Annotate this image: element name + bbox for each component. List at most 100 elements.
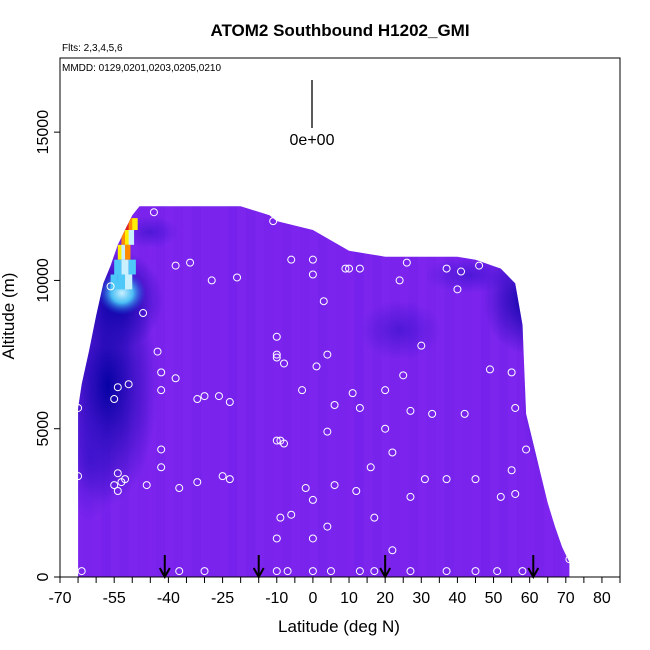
field-band: [517, 206, 527, 577]
sample-point: [381, 386, 390, 395]
sample-point: [471, 567, 480, 576]
sample-point: [233, 273, 242, 282]
field-band: [390, 206, 400, 577]
sample-point: [330, 400, 339, 409]
sample-point: [308, 567, 317, 576]
x-tick-label: -55: [103, 590, 126, 607]
sample-point: [74, 472, 83, 481]
sample-point: [493, 567, 502, 576]
y-axis: 0 5000 10000 15000: [35, 110, 60, 581]
sample-point: [308, 270, 317, 279]
sample-point: [399, 371, 408, 380]
sample-point: [272, 353, 281, 362]
low-ozone-mid: [360, 300, 440, 360]
sample-point: [496, 492, 505, 501]
sample-point: [511, 489, 520, 498]
sample-point: [323, 427, 332, 436]
sample-point: [442, 475, 451, 484]
hot-cell: [117, 274, 126, 290]
y-tick-label: 5000: [35, 411, 52, 447]
sample-point: [352, 486, 361, 495]
x-tick-label: 20: [376, 590, 394, 607]
sample-point: [283, 567, 292, 576]
x-tick-label: -70: [48, 590, 71, 607]
sample-point: [442, 264, 451, 273]
sample-point: [200, 567, 209, 576]
sample-point: [113, 469, 122, 478]
sample-point: [312, 362, 321, 371]
sample-point: [388, 448, 397, 457]
x-tick-label: 0: [308, 590, 317, 607]
sample-point: [388, 546, 397, 555]
high-ozone-plume: [98, 271, 146, 315]
latitude-arrow: [527, 555, 540, 580]
field-band: [381, 206, 391, 577]
hot-cell: [121, 259, 129, 275]
field-band: [309, 206, 319, 577]
sample-point: [171, 261, 180, 270]
sample-point: [453, 285, 462, 294]
sample-point: [406, 406, 415, 415]
field-band: [318, 206, 328, 577]
sample-point: [113, 383, 122, 392]
field-band: [571, 58, 580, 577]
sample-point: [355, 567, 364, 576]
sample-point: [200, 392, 209, 401]
sample-point: [522, 445, 531, 454]
sample-point: [157, 445, 166, 454]
plot-area: MMDD: 0129,0201,0203,0205,0210 0e+00: [59, 57, 621, 580]
sample-point: [272, 332, 281, 341]
field-band: [372, 206, 382, 577]
sample-point: [272, 350, 281, 359]
sample-point: [417, 341, 426, 350]
sample-point: [330, 481, 339, 490]
field-band: [562, 206, 570, 577]
sample-point: [565, 555, 574, 564]
field-band: [255, 206, 265, 577]
x-axis: -70 -55 -40 -25 -10 0 10 20 30 40 50 60 70 80: [48, 577, 621, 607]
sample-point: [442, 567, 451, 576]
sample-point: [272, 534, 281, 543]
field-band: [228, 206, 238, 577]
hot-cell: [125, 230, 131, 245]
sample-point: [298, 386, 307, 395]
field-band: [273, 206, 283, 577]
x-tick-label: 70: [557, 590, 575, 607]
sample-point: [287, 510, 296, 519]
field-band: [300, 206, 310, 577]
sample-point: [225, 475, 234, 484]
hot-cell: [128, 230, 135, 245]
sample-point: [269, 217, 278, 226]
hot-cells: [110, 218, 138, 290]
hot-cell: [125, 244, 131, 260]
field-band: [526, 206, 536, 577]
sample-point: [121, 475, 130, 484]
field-band: [336, 206, 346, 577]
sample-point: [175, 567, 184, 576]
field-band: [237, 206, 247, 577]
latitude-arrow: [158, 555, 171, 580]
sample-point: [518, 567, 527, 576]
sample-point: [341, 264, 350, 273]
field-band: [264, 206, 274, 577]
field-band: [453, 206, 463, 577]
x-tick-label: -40: [157, 590, 180, 607]
x-tick-label: -10: [265, 590, 288, 607]
sample-point: [308, 495, 317, 504]
x-tick-label: 80: [593, 590, 611, 607]
sample-point: [507, 368, 516, 377]
x-axis-label: Latitude (deg N): [278, 617, 400, 636]
sample-point: [193, 395, 202, 404]
scale-label: 0e+00: [290, 132, 335, 149]
sample-point: [175, 484, 184, 493]
low-ozone-right-lower: [522, 330, 558, 470]
sample-point: [301, 484, 310, 493]
sample-point: [323, 522, 332, 531]
sample-point: [157, 463, 166, 472]
x-tick-label: 50: [485, 590, 503, 607]
sample-point: [280, 439, 288, 448]
sample-point: [193, 478, 202, 487]
field-band: [363, 206, 373, 577]
sample-point: [457, 267, 466, 276]
field-band: [209, 206, 219, 577]
